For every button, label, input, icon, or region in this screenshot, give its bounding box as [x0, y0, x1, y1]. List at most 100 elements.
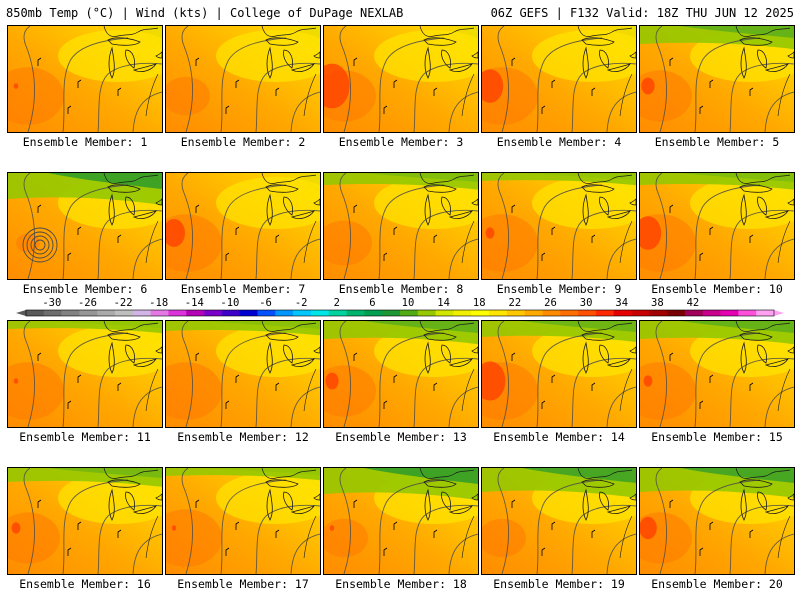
map-image	[482, 173, 636, 279]
temperature-map	[323, 25, 479, 133]
member-label: Ensemble Member: 3	[338, 135, 464, 149]
ensemble-member-panel: Ensemble Member: 19	[481, 467, 637, 598]
colorbar-tick-label: 6	[369, 297, 375, 309]
colorbar-tick-label: 30	[580, 297, 593, 309]
colorbar-swatch	[542, 310, 561, 316]
map-image	[166, 468, 320, 574]
colorbar-swatch	[720, 310, 739, 316]
colorbar-swatch	[79, 310, 98, 316]
map-image	[8, 468, 162, 574]
colorbar-swatch	[506, 310, 525, 316]
temperature-map	[165, 320, 321, 428]
ensemble-member-panel: Ensemble Member: 20	[639, 467, 795, 598]
colorbar-swatch	[257, 310, 276, 316]
map-image	[8, 321, 162, 427]
ensemble-member-panel: Ensemble Member: 14	[481, 320, 637, 451]
ensemble-member-panel: Ensemble Member: 12	[165, 320, 321, 451]
colorbar-tick-label: -18	[149, 297, 168, 309]
colorbar-tick-label: 10	[402, 297, 415, 309]
colorbar-tick-label: -30	[42, 297, 61, 309]
ensemble-member-panel: Ensemble Member: 7	[165, 172, 321, 303]
member-label: Ensemble Member: 20	[651, 577, 783, 591]
member-label: Ensemble Member: 11	[19, 430, 151, 444]
colorbar-swatch	[702, 310, 721, 316]
ensemble-member-panel: Ensemble Member: 3	[323, 25, 479, 156]
map-image	[324, 173, 478, 279]
colorbar-swatch	[132, 310, 151, 316]
colorbar-swatch	[667, 310, 686, 316]
chart-title: 850mb Temp (°C) | Wind (kts) | College o…	[6, 6, 404, 20]
colorbar-swatch	[417, 310, 436, 316]
map-image	[166, 26, 320, 132]
model-run-info: 06Z GEFS | F132 Valid: 18Z THU JUN 12 20…	[490, 6, 794, 20]
colorbar-swatch	[631, 310, 650, 316]
ensemble-member-panel: Ensemble Member: 15	[639, 320, 795, 451]
colorbar-swatch	[613, 310, 632, 316]
colorbar-tick-label: 26	[544, 297, 557, 309]
temperature-map	[7, 467, 163, 575]
temperature-map	[323, 320, 479, 428]
temperature-map	[7, 25, 163, 133]
colorbar-swatch	[595, 310, 615, 316]
colorbar-swatch	[489, 310, 508, 316]
member-label: Ensemble Member: 17	[177, 577, 309, 591]
colorbar-swatch	[168, 310, 187, 316]
temperature-map	[481, 467, 637, 575]
ensemble-member-panel: Ensemble Member: 17	[165, 467, 321, 598]
ensemble-member-panel: Ensemble Member: 10	[639, 172, 795, 303]
colorbar-swatch	[275, 310, 294, 316]
colorbar-swatch	[435, 310, 454, 316]
colorbar-swatch	[471, 310, 490, 316]
colorbar-tick-label: 42	[687, 297, 700, 309]
colorbar-tick-label: -2	[295, 297, 308, 309]
colorbar-swatch	[293, 310, 312, 316]
ensemble-member-panel: Ensemble Member: 1	[7, 25, 163, 156]
ensemble-member-panel: Ensemble Member: 4	[481, 25, 637, 156]
ensemble-member-panel: Ensemble Member: 18	[323, 467, 479, 598]
member-label: Ensemble Member: 16	[19, 577, 151, 591]
map-image	[640, 468, 794, 574]
map-image	[324, 26, 478, 132]
temperature-map	[481, 320, 637, 428]
colorbar-swatch	[382, 310, 401, 316]
ensemble-member-panel: Ensemble Member: 5	[639, 25, 795, 156]
colorbar-max-arrow	[774, 310, 784, 316]
ensemble-member-panel: Ensemble Member: 9	[481, 172, 637, 303]
map-image	[324, 468, 478, 574]
temperature-map	[7, 320, 163, 428]
colorbar-tick-label: 38	[651, 297, 664, 309]
colorbar-swatch	[328, 310, 347, 316]
colorbar-tick-label: 14	[437, 297, 450, 309]
colorbar-tick-label: -10	[220, 297, 239, 309]
temperature-map	[165, 172, 321, 280]
member-label: Ensemble Member: 15	[651, 430, 783, 444]
member-label: Ensemble Member: 1	[22, 135, 148, 149]
temperature-map	[639, 467, 795, 575]
temperature-map	[7, 172, 163, 280]
colorbar-swatch	[61, 310, 80, 316]
member-label: Ensemble Member: 9	[496, 282, 622, 296]
map-image	[482, 468, 636, 574]
colorbar-swatch	[204, 310, 223, 316]
member-label: Ensemble Member: 19	[493, 577, 625, 591]
colorbar-swatch	[310, 310, 330, 316]
colorbar-tick-label: 18	[473, 297, 486, 309]
member-label: Ensemble Member: 13	[335, 430, 467, 444]
colorbar-swatch	[684, 310, 704, 316]
map-image	[640, 26, 794, 132]
ensemble-member-panel: Ensemble Member: 16	[7, 467, 163, 598]
map-image	[166, 321, 320, 427]
colorbar-swatch	[364, 310, 383, 316]
member-label: Ensemble Member: 8	[338, 282, 464, 296]
map-image	[8, 26, 162, 132]
map-image	[482, 26, 636, 132]
colorbar-tick-label: -6	[259, 297, 272, 309]
colorbar-tick-label: 34	[615, 297, 628, 309]
member-label: Ensemble Member: 2	[180, 135, 306, 149]
colorbar-min-arrow	[16, 310, 26, 316]
map-image	[640, 173, 794, 279]
map-image	[482, 321, 636, 427]
member-label: Ensemble Member: 12	[177, 430, 309, 444]
colorbar-tick-label: -26	[78, 297, 97, 309]
colorbar-swatch	[649, 310, 668, 316]
